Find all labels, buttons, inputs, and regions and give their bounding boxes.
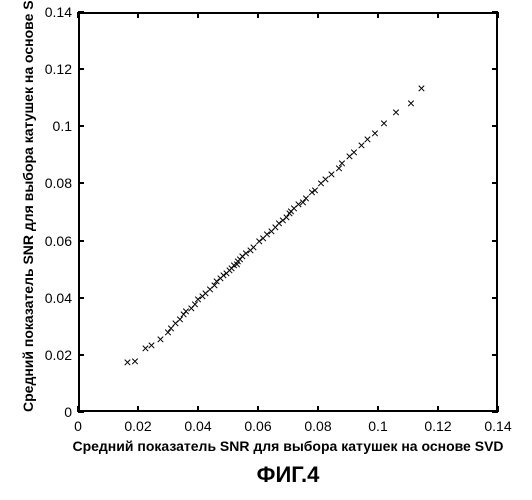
x-tick-label: 0.02 — [124, 418, 151, 434]
y-tick-mark — [492, 411, 498, 413]
x-tick-mark — [137, 12, 139, 18]
y-tick-mark — [78, 411, 84, 413]
scatter-marker: × — [380, 116, 388, 130]
y-tick-label: 0.02 — [36, 347, 72, 363]
x-tick-mark — [257, 12, 259, 18]
y-tick-mark — [78, 11, 84, 13]
x-tick-mark — [377, 12, 379, 18]
y-tick-label: 0.04 — [36, 290, 72, 306]
figure-caption: ФИГ.4 — [257, 462, 320, 488]
scatter-marker: × — [392, 105, 400, 119]
y-tick-label: 0.14 — [36, 4, 72, 20]
x-tick-mark — [317, 12, 319, 18]
x-tick-mark — [377, 406, 379, 412]
y-tick-mark — [492, 125, 498, 127]
x-tick-mark — [197, 406, 199, 412]
y-tick-mark — [492, 354, 498, 356]
y-tick-mark — [78, 354, 84, 356]
x-tick-mark — [197, 12, 199, 18]
x-tick-mark — [437, 406, 439, 412]
y-tick-mark — [78, 297, 84, 299]
x-tick-mark — [257, 406, 259, 412]
y-tick-mark — [492, 240, 498, 242]
x-tick-label: 0.1 — [368, 418, 387, 434]
y-tick-label: 0.08 — [36, 175, 72, 191]
y-tick-mark — [78, 182, 84, 184]
scatter-marker: × — [407, 96, 415, 110]
x-tick-mark — [437, 12, 439, 18]
x-tick-label: 0 — [74, 418, 82, 434]
y-axis-label: Средний показатель SNR для выбора катуше… — [20, 12, 36, 412]
scatter-marker: × — [371, 126, 379, 140]
y-tick-mark — [492, 182, 498, 184]
scatter-marker: × — [417, 81, 425, 95]
x-tick-mark — [137, 406, 139, 412]
y-tick-mark — [78, 240, 84, 242]
y-tick-mark — [492, 11, 498, 13]
y-tick-mark — [78, 68, 84, 70]
y-tick-label: 0 — [36, 404, 72, 420]
y-tick-mark — [492, 297, 498, 299]
y-tick-mark — [78, 125, 84, 127]
y-tick-label: 0.1 — [36, 118, 72, 134]
x-tick-label: 0.12 — [424, 418, 451, 434]
x-axis-label: Средний показатель SNR для выбора катуше… — [72, 438, 503, 454]
scatter-marker: × — [131, 354, 139, 368]
y-tick-label: 0.06 — [36, 233, 72, 249]
figure: 0 0.02 0.04 0.06 0.08 0.1 0.12 0.14 0 0.02 0.04 0.0… — [0, 0, 532, 500]
x-tick-label: 0.06 — [244, 418, 271, 434]
y-tick-label: 0.12 — [36, 61, 72, 77]
y-tick-mark — [492, 68, 498, 70]
x-tick-label: 0.04 — [184, 418, 211, 434]
scatter-marker: × — [147, 338, 155, 352]
x-tick-label: 0.08 — [304, 418, 331, 434]
x-tick-label: 0.14 — [484, 418, 511, 434]
x-tick-mark — [317, 406, 319, 412]
